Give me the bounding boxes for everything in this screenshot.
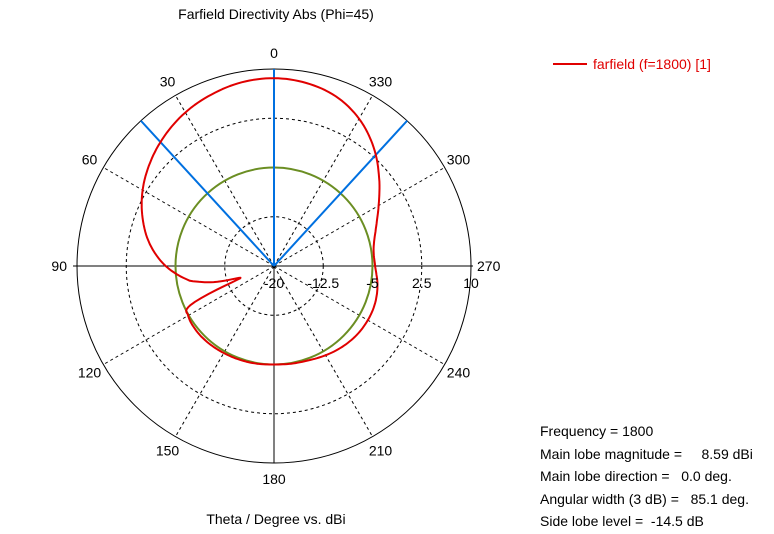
- angle-tick-label: 300: [447, 152, 471, 168]
- series-line-farfield: [140, 77, 381, 366]
- radial-tick-label: 2.5: [412, 275, 432, 291]
- radial-tick-label: -20: [264, 275, 284, 291]
- farfield-info-panel: Frequency = 1800 Main lobe magnitude = 8…: [540, 420, 753, 533]
- angle-tick-label: 90: [51, 258, 67, 274]
- angle-tick-label: 30: [160, 74, 176, 90]
- axis-labels: 0 30 60 90 120 150 180 210 240 270 300 330 -20 -12.5 -…: [51, 45, 500, 487]
- angle-tick-label: 60: [82, 152, 98, 168]
- radial-tick-label: 10: [463, 275, 479, 291]
- angle-tick-label: 120: [78, 365, 102, 381]
- angle-tick-label: 270: [477, 258, 501, 274]
- beamwidth-line: [273, 120, 408, 267]
- angle-tick-label: 150: [156, 442, 180, 458]
- beamwidth-line: [140, 120, 275, 267]
- angle-tick-label: 330: [369, 74, 393, 90]
- legend-swatch: [553, 63, 587, 65]
- info-angular-width: Angular width (3 dB) = 85.1 deg.: [540, 490, 749, 507]
- legend[interactable]: farfield (f=1800) [1]: [553, 56, 711, 72]
- x-axis-label: Theta / Degree vs. dBi: [206, 511, 346, 527]
- info-main-lobe-direction: Main lobe direction = 0.0 deg.: [540, 468, 732, 484]
- angle-tick-label: 240: [447, 365, 471, 381]
- info-main-lobe-magnitude: Main lobe magnitude = 8.59 dBi: [540, 445, 753, 462]
- plot-marks: [140, 69, 408, 366]
- angle-tick-label: 0: [270, 45, 278, 61]
- info-frequency: Frequency = 1800: [540, 423, 654, 439]
- radial-tick-label: -5: [366, 275, 379, 291]
- radial-tick-label: -12.5: [307, 275, 339, 291]
- legend-label: farfield (f=1800) [1]: [593, 56, 711, 72]
- info-side-lobe-level: Side lobe level = -14.5 dB: [540, 513, 704, 529]
- chart-title: Farfield Directivity Abs (Phi=45): [178, 6, 374, 22]
- angle-tick-label: 210: [369, 442, 393, 458]
- angle-tick-label: 180: [262, 471, 286, 487]
